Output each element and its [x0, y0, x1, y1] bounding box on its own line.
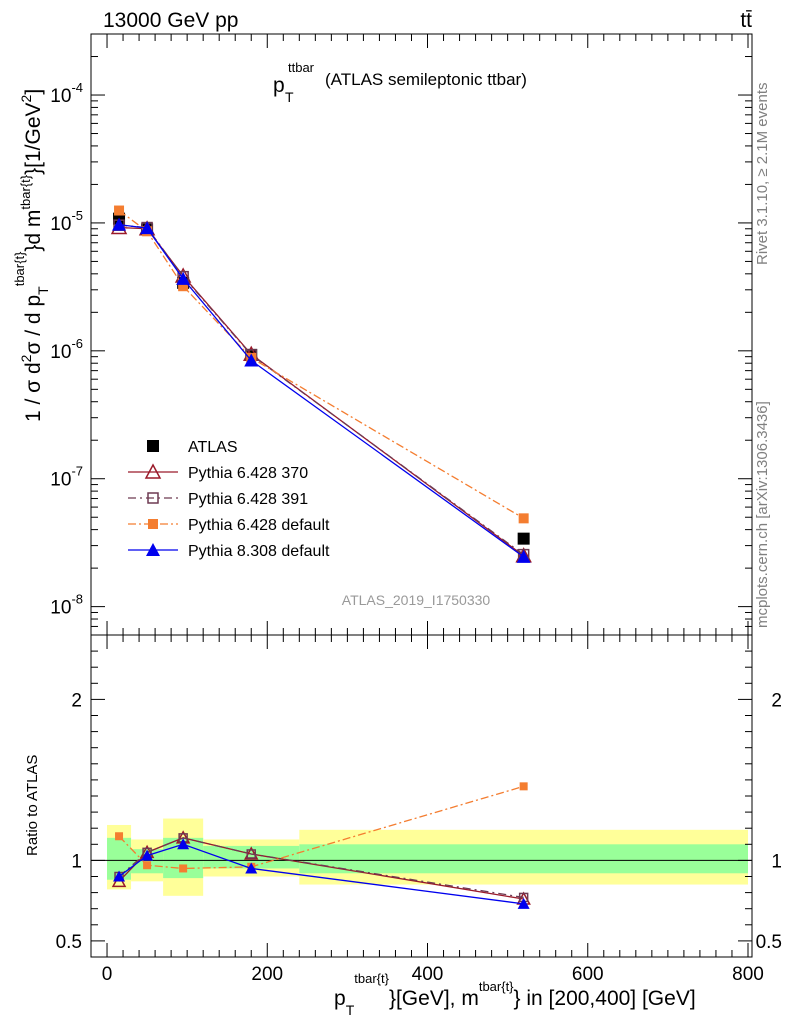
data-point [243, 846, 259, 860]
uncertainty-band-inner [203, 845, 300, 869]
y-tick-label: 10-4 [50, 80, 83, 107]
x-tick-label: 0 [102, 964, 113, 985]
data-point [245, 862, 258, 874]
data-point [246, 849, 256, 859]
data-point [113, 870, 126, 882]
series-pythia-6-428-391 [113, 219, 530, 561]
x-tick-label: 200 [251, 964, 283, 985]
legend-item: Pythia 8.308 default [128, 543, 330, 560]
data-point [516, 549, 531, 563]
svg-text:p: p [273, 74, 285, 97]
data-point [148, 519, 158, 529]
svg-text:T: T [285, 89, 294, 105]
energy-label: 13000 GeV pp [103, 9, 238, 32]
data-point [115, 832, 124, 841]
ratio-y-tick-label: 0.5 [56, 932, 82, 953]
ratio-frame [90, 634, 753, 958]
data-point [517, 897, 530, 909]
x-tick-label: 800 [732, 964, 764, 985]
y-tick-exponent: -6 [71, 336, 83, 351]
data-point [141, 849, 154, 861]
legend-label: Pythia 6.428 391 [188, 491, 308, 508]
mcplots-label: mcplots.cern.ch [arXiv:1306.3436] [754, 401, 771, 628]
data-point [144, 463, 162, 479]
y-tick-label: 10-8 [50, 592, 83, 619]
legend-label: Pythia 8.308 default [188, 543, 330, 560]
legend-item: Pythia 6.428 default [128, 517, 330, 534]
y-tick-exponent: -4 [71, 80, 83, 95]
ratio-y-tick-label-right: 1 [771, 851, 782, 872]
main-panel: 10-8 10-7 10-6 10-5 10-4 ATLAS Pythia 6.428 37… [50, 33, 753, 636]
series-pythia-6-428-default [114, 205, 529, 524]
data-point [143, 861, 152, 870]
rivet-label: Rivet 3.1.10, ≥ 2.1M events [754, 83, 771, 266]
data-point [244, 353, 259, 367]
data-point [140, 221, 155, 235]
ratio-panel: 0.5 0.5 1 1 2 2 0 200 400 600 800 [56, 634, 782, 985]
data-point [519, 782, 528, 791]
data-point [112, 217, 127, 231]
svg-text:(ATLAS semileptonic ttbar): (ATLAS semileptonic ttbar) [325, 70, 527, 89]
series-pythia-8-308-default [112, 217, 531, 563]
data-point [114, 205, 125, 216]
y-tick-label: 10-7 [50, 464, 83, 491]
ratio-series-line [118, 837, 524, 899]
y-axis-label-ratio: Ratio to ATLAS [24, 755, 41, 856]
svg-text:1 / σ d2σ / d pTtbar{t}}d mtba: 1 / σ d2σ / d pTtbar{t}}d mtbar{t}}[1/Ge… [12, 89, 51, 422]
ratio-y-tick-label-right: 0.5 [756, 932, 782, 953]
process-label: tt̄ [740, 9, 752, 32]
data-point [178, 281, 189, 292]
uncertainty-band-inner [299, 844, 748, 874]
y-axis-label-main: 1 / σ d2σ / d pTtbar{t}}d mtbar{t}}[1/Ge… [12, 89, 51, 422]
data-point [177, 838, 190, 850]
x-axis-label: pTtbar{t}}[GeV], mtbar{t}} in [200,400] … [334, 971, 696, 1018]
data-point [147, 492, 159, 504]
data-point [518, 513, 529, 524]
series-atlas [113, 212, 530, 545]
ratio-series-pythia-8-308-default [113, 838, 530, 909]
y-tick-label: 10-5 [50, 208, 83, 235]
plot-title: p T ttbar (ATLAS semileptonic ttbar) [273, 60, 527, 105]
series-line [118, 210, 524, 519]
x-tick-label: 600 [572, 964, 604, 985]
y-tick-exponent: -7 [71, 464, 83, 479]
ratio-y-tick-label: 1 [71, 851, 82, 872]
legend-label: ATLAS [188, 439, 238, 456]
data-point [176, 271, 191, 285]
legend-item: ATLAS [147, 439, 238, 456]
legend-label: Pythia 6.428 default [188, 517, 330, 534]
series-pythia-6-428-370 [110, 218, 532, 563]
data-point [517, 532, 530, 545]
title-rest: (ATLAS semileptonic ttbar) [325, 70, 527, 89]
legend: ATLAS Pythia 6.428 370 Pythia 6.428 391 Pyt… [128, 439, 330, 560]
series-line [118, 223, 525, 558]
ratio-y-tick-label-right: 2 [771, 690, 782, 711]
title-main: p [273, 74, 285, 97]
legend-label: Pythia 6.428 370 [188, 465, 308, 482]
svg-text:ttbar: ttbar [288, 60, 315, 75]
y-tick-exponent: -5 [71, 208, 83, 223]
y-tick-exponent: -8 [71, 592, 83, 607]
data-point [147, 440, 159, 452]
legend-item: Pythia 6.428 370 [128, 463, 308, 482]
svg-text:pTtbar{t}}[GeV], mtbar{t}} in: pTtbar{t}}[GeV], mtbar{t}} in [200,400] … [334, 971, 696, 1018]
data-point [179, 864, 188, 873]
legend-item: Pythia 6.428 391 [128, 491, 308, 508]
ratio-y-tick-label: 2 [71, 690, 82, 711]
data-point [146, 543, 160, 556]
y-tick-label: 10-6 [50, 336, 83, 363]
title-sub: T [285, 89, 294, 105]
x-tick-label: 400 [412, 964, 444, 985]
analysis-id: ATLAS_2019_I1750330 [342, 592, 491, 608]
title-sup: ttbar [288, 60, 315, 75]
